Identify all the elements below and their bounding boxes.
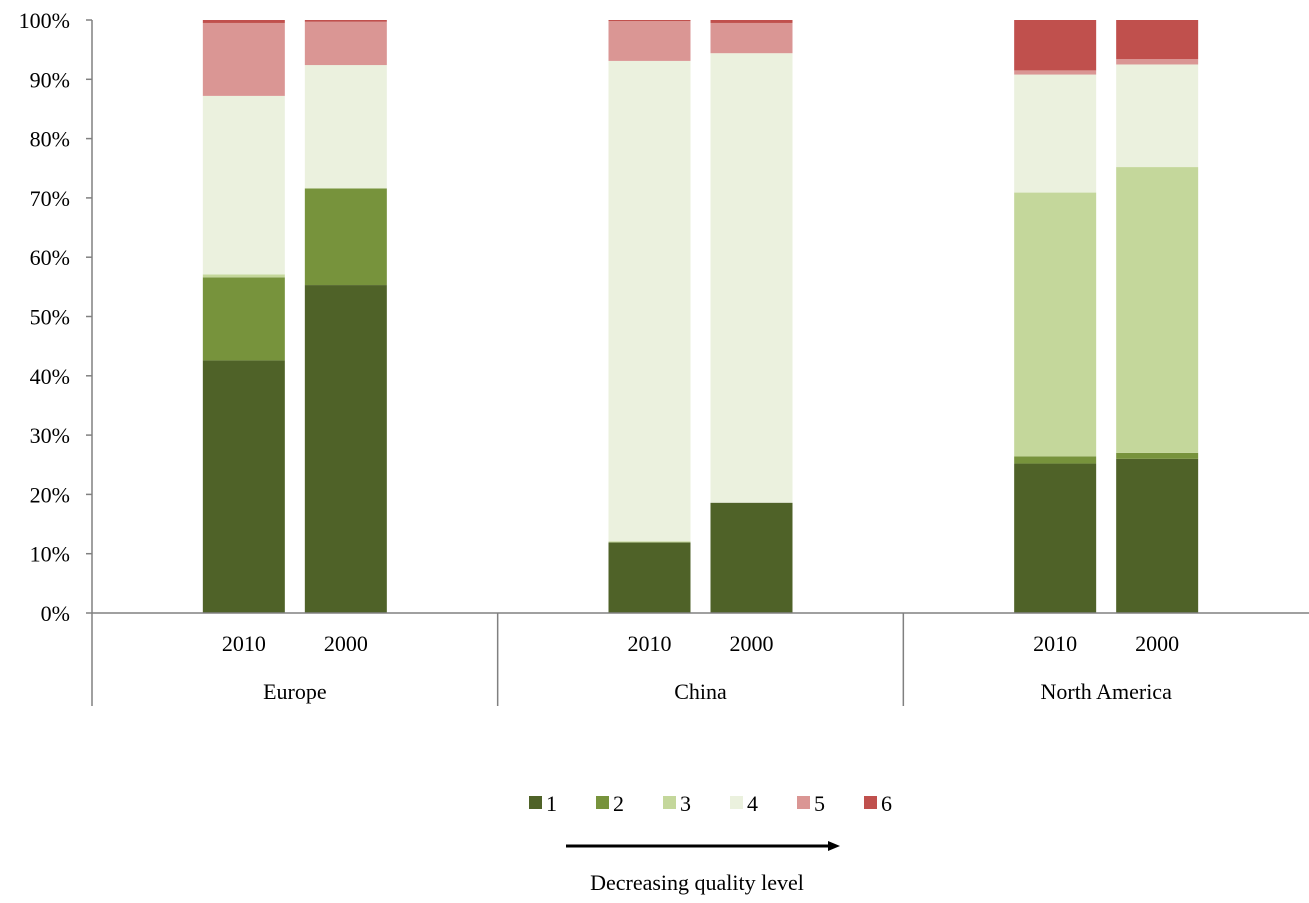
bar-segment-europe-2000-series-4: [304, 65, 387, 189]
bar-segment-europe-2010-series-1: [202, 360, 285, 613]
bar-segment-north-america-2010-series-5: [1014, 70, 1097, 75]
bar-segment-europe-2010-series-5: [202, 22, 285, 96]
bar-segment-china-2010-series-1: [608, 542, 691, 613]
category-label: Europe: [263, 679, 327, 704]
bar-segment-europe-2010-series-4: [202, 95, 285, 275]
bar-segment-north-america-2000-series-6: [1116, 20, 1199, 60]
y-tick-label: 50%: [30, 305, 70, 330]
y-tick-label: 100%: [19, 8, 70, 33]
category-label: North America: [1040, 679, 1172, 704]
legend-label-5: 5: [814, 791, 825, 816]
bar-segment-china-2000-series-5: [710, 22, 793, 54]
x-tick-label: 2010: [222, 631, 266, 656]
bar-segment-europe-2000-series-5: [304, 21, 387, 66]
bar-segment-europe-2000-series-1: [304, 285, 387, 613]
bar-segment-north-america-2000-series-1: [1116, 458, 1199, 613]
bar-segment-europe-2000-series-2: [304, 188, 387, 286]
y-tick-label: 70%: [30, 186, 70, 211]
bar-segment-north-america-2010-series-2: [1014, 456, 1097, 464]
legend-label-3: 3: [680, 791, 691, 816]
bars-layer: [202, 20, 1199, 613]
x-tick-label: 2000: [324, 631, 368, 656]
bar-segment-china-2000-series-1: [710, 502, 793, 613]
annotation-label: Decreasing quality level: [590, 870, 804, 895]
bar-segment-north-america-2010-series-6: [1014, 20, 1097, 71]
y-tick-label: 60%: [30, 245, 70, 270]
legend-label-2: 2: [613, 791, 624, 816]
legend-swatch-2: [596, 796, 609, 809]
y-tick-label: 20%: [30, 482, 70, 507]
bar-segment-north-america-2010-series-4: [1014, 74, 1097, 193]
legend-swatch-3: [663, 796, 676, 809]
x-tick-label: 2000: [1135, 631, 1179, 656]
bar-segment-europe-2000-series-6: [304, 20, 387, 22]
y-tick-label: 80%: [30, 127, 70, 152]
bar-segment-north-america-2000-series-2: [1116, 452, 1199, 459]
x-tick-label: 2010: [628, 631, 672, 656]
bar-segment-north-america-2000-series-4: [1116, 64, 1199, 168]
y-tick-label: 0%: [41, 601, 70, 626]
annotation: Decreasing quality level: [566, 841, 840, 895]
bar-segment-china-2010-series-3: [608, 541, 691, 543]
bar-segment-europe-2010-series-3: [202, 274, 285, 278]
legend-label-1: 1: [546, 791, 557, 816]
bar-segment-north-america-2000-series-5: [1116, 59, 1199, 65]
legend-swatch-6: [864, 796, 877, 809]
x-tick-label: 2000: [730, 631, 774, 656]
legend: 1 2 3 4 5 6: [529, 791, 892, 816]
x-tick-label: 2010: [1033, 631, 1077, 656]
y-tick-label: 10%: [30, 542, 70, 567]
bar-segment-china-2000-series-4: [710, 53, 793, 503]
arrow-head-icon: [828, 841, 840, 851]
bar-segment-north-america-2010-series-1: [1014, 463, 1097, 613]
bar-segment-europe-2010-series-2: [202, 277, 285, 361]
bar-segment-europe-2010-series-6: [202, 20, 285, 23]
y-tick-label: 90%: [30, 67, 70, 92]
bar-segment-china-2010-series-6: [608, 20, 691, 22]
y-tick-label: 40%: [30, 364, 70, 389]
bar-segment-china-2000-series-6: [710, 20, 793, 23]
bar-segment-north-america-2000-series-3: [1116, 167, 1199, 453]
legend-swatch-1: [529, 796, 542, 809]
legend-swatch-5: [797, 796, 810, 809]
legend-swatch-4: [730, 796, 743, 809]
legend-label-6: 6: [881, 791, 892, 816]
bar-segment-north-america-2010-series-3: [1014, 192, 1097, 457]
bar-segment-china-2010-series-5: [608, 21, 691, 61]
y-tick-label: 30%: [30, 423, 70, 448]
bar-segment-china-2010-series-4: [608, 60, 691, 542]
legend-label-4: 4: [747, 791, 758, 816]
category-label: China: [674, 679, 727, 704]
